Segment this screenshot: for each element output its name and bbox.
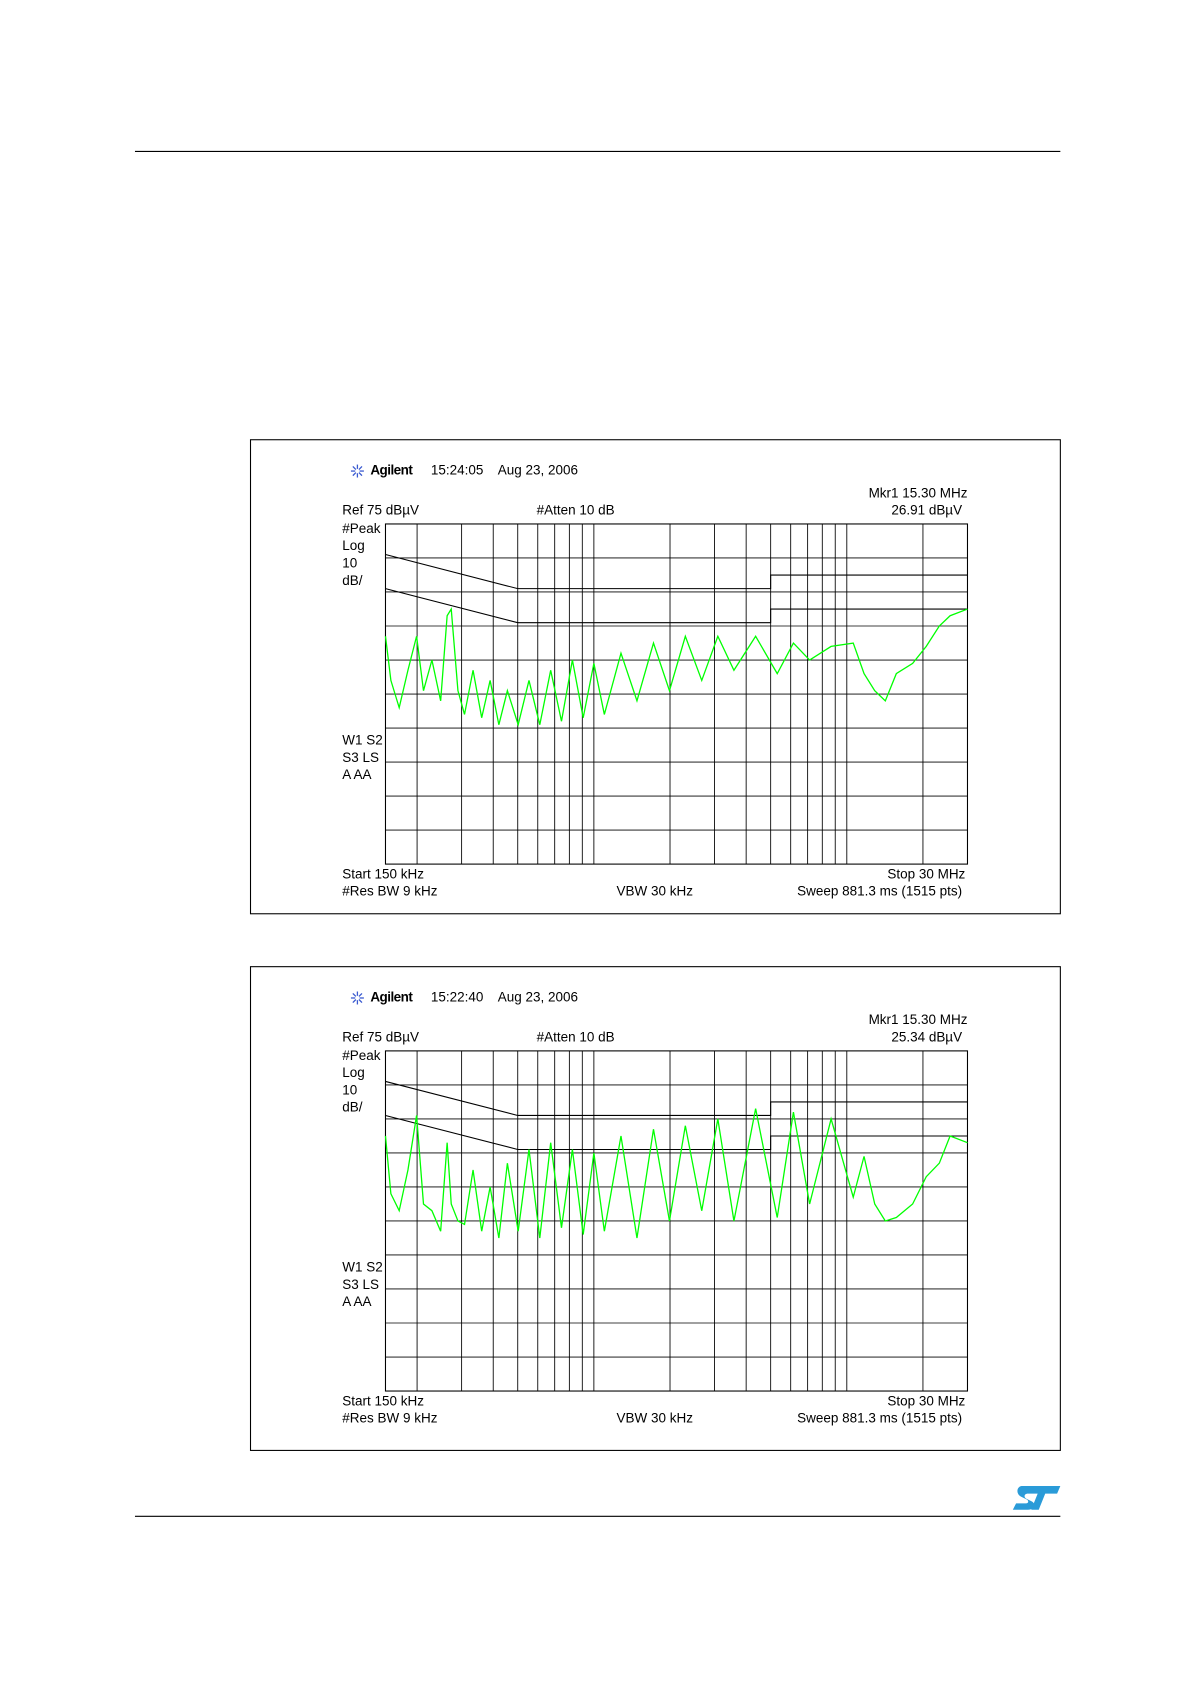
figure: Agilent 15:24:05 Aug 23, 2006 Mkr1 15.30 MH… bbox=[249, 439, 1061, 915]
trace bbox=[384, 607, 968, 728]
side-label: dB/ bbox=[342, 573, 362, 588]
video-bw: VBW 30 kHz bbox=[617, 1411, 694, 1426]
logo-ray bbox=[352, 992, 357, 997]
marker-level: 25.34 dBµV bbox=[891, 1030, 962, 1045]
video-bw: VBW 30 kHz bbox=[617, 884, 694, 899]
marker-level: 26.91 dBµV bbox=[891, 503, 962, 518]
limit-line bbox=[385, 553, 968, 590]
time: 15:24:05 bbox=[431, 463, 484, 478]
logo-ray bbox=[352, 466, 357, 470]
res-bw: #Res BW 9 kHz bbox=[342, 884, 437, 899]
limit-line bbox=[385, 588, 968, 624]
status-label: S3 LS bbox=[342, 750, 379, 765]
side-label: Log bbox=[342, 538, 365, 553]
start-freq: Start 150 kHz bbox=[342, 866, 424, 881]
ref-level: Ref 75 dBµV bbox=[342, 1030, 419, 1045]
side-label: #Peak bbox=[342, 1048, 380, 1063]
figure-frame bbox=[249, 439, 1061, 915]
side-label: #Peak bbox=[342, 521, 380, 536]
sweep: Sweep 881.3 ms (1515 pts) bbox=[797, 884, 962, 899]
stop-freq: Stop 30 MHz bbox=[887, 866, 965, 881]
sweep: Sweep 881.3 ms (1515 pts) bbox=[797, 1411, 962, 1426]
figure-frame bbox=[249, 966, 1061, 1451]
status-label: S3 LS bbox=[342, 1277, 379, 1292]
attenuation: #Atten 10 dB bbox=[537, 1030, 615, 1045]
limit-line bbox=[385, 1080, 968, 1117]
status-label: A AA bbox=[342, 767, 371, 782]
logo-ray bbox=[358, 992, 363, 997]
status-label: W1 S2 bbox=[342, 733, 382, 748]
side-label: dB/ bbox=[342, 1100, 362, 1115]
side-label: 10 bbox=[342, 1082, 357, 1097]
figure: Agilent 15:22:40 Aug 23, 2006 Mkr1 15.30 MH… bbox=[249, 966, 1061, 1451]
status-label: W1 S2 bbox=[342, 1259, 382, 1274]
side-label: 10 bbox=[342, 555, 357, 570]
logo-ray bbox=[358, 466, 363, 470]
attenuation: #Atten 10 dB bbox=[537, 503, 615, 518]
marker-freq: Mkr1 15.30 MHz bbox=[869, 1012, 968, 1027]
logo-ray bbox=[352, 472, 357, 477]
stop-freq: Stop 30 MHz bbox=[887, 1393, 965, 1408]
ref-level: Ref 75 dBµV bbox=[342, 503, 419, 518]
res-bw: #Res BW 9 kHz bbox=[342, 1411, 437, 1426]
brand: Agilent bbox=[370, 990, 413, 1005]
start-freq: Start 150 kHz bbox=[342, 1393, 424, 1408]
trace bbox=[384, 1108, 968, 1239]
time: 15:22:40 bbox=[431, 990, 484, 1005]
date: Aug 23, 2006 bbox=[498, 990, 578, 1005]
date: Aug 23, 2006 bbox=[498, 463, 578, 478]
brand: Agilent bbox=[370, 463, 413, 478]
logo-ray bbox=[358, 999, 363, 1004]
status-label: A AA bbox=[342, 1294, 371, 1309]
logo-ray bbox=[358, 472, 363, 477]
side-label: Log bbox=[342, 1065, 365, 1080]
st-logo bbox=[1012, 1486, 1061, 1510]
marker-freq: Mkr1 15.30 MHz bbox=[869, 485, 968, 500]
logo-ray bbox=[352, 999, 357, 1004]
